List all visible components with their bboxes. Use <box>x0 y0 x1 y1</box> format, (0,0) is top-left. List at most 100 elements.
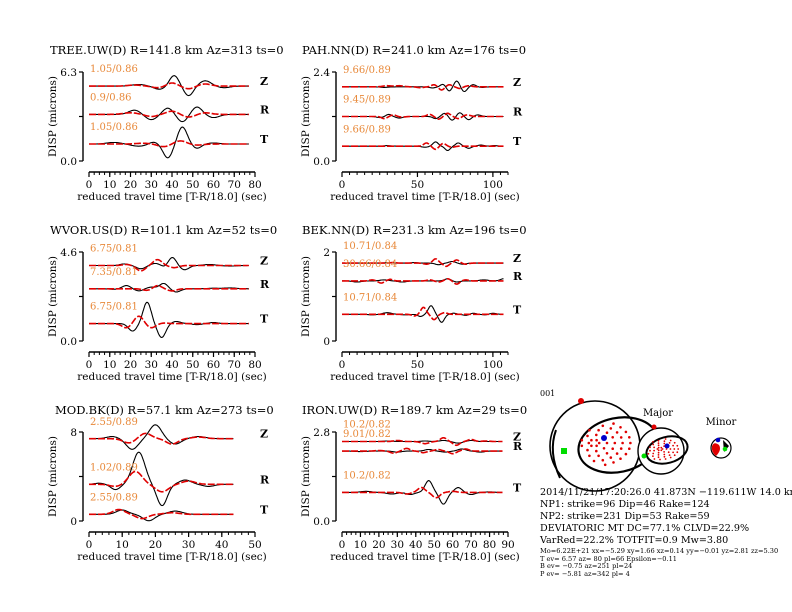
synthetic-trace <box>89 432 234 445</box>
compression-dot <box>595 449 598 453</box>
x-tick-label: 10 <box>103 359 116 371</box>
compression-dot <box>586 434 589 438</box>
compression-dot <box>657 444 660 447</box>
fit-label: 9.66/0.89 <box>343 124 391 135</box>
component-label: R <box>513 106 523 119</box>
compression-dot <box>668 442 671 444</box>
component-label: Z <box>260 255 268 268</box>
fit-label: 10.2/0.82 <box>343 471 391 482</box>
panel-title: WVOR.US(D) R=101.1 km Az=52 ts=0 <box>50 223 277 237</box>
y-tick-label: 0.0 <box>313 156 330 168</box>
x-tick-label: 100 <box>483 179 503 191</box>
x-tick-label: 50 <box>186 179 199 191</box>
synthetic-trace <box>89 258 249 272</box>
y-tick-label: 0.0 <box>60 156 77 168</box>
y-axis-label: DISP (microns) <box>300 76 312 157</box>
x-axis-label: reduced travel time [T-R/18.0] (sec) <box>77 551 267 563</box>
component-label: T <box>513 481 522 494</box>
compression-dot <box>580 444 584 448</box>
compression-dot <box>652 441 654 443</box>
panel-title: PAH.NN(D) R=241.0 km Az=176 ts=0 <box>302 43 526 57</box>
y-tick-label: 4.6 <box>60 247 77 259</box>
compression-dot <box>672 451 674 454</box>
y-axis-label: DISP (microns) <box>47 436 59 517</box>
waveform-panel: TREE.UW(D) R=141.8 km Az=313 ts=0 6.3 0.0D… <box>47 43 284 203</box>
b-axis-marker <box>722 446 728 452</box>
component-label: R <box>513 270 523 283</box>
x-axis-label: reduced travel time [T-R/18.0] (sec) <box>330 371 520 383</box>
fit-label: 2.55/0.89 <box>90 492 138 503</box>
observed-trace <box>342 480 503 505</box>
event-id-label: 001 <box>540 389 555 398</box>
compression-dot <box>663 455 666 458</box>
x-tick-label: 0 <box>339 359 346 371</box>
compression-dot <box>649 446 651 449</box>
panel-title: TREE.UW(D) R=141.8 km Az=313 ts=0 <box>50 43 284 57</box>
compression-dot <box>663 440 666 443</box>
y-tick-label: 8 <box>70 427 77 439</box>
x-tick-label: 0 <box>86 179 93 191</box>
compression-dot <box>586 448 589 452</box>
compression-dot <box>588 428 591 432</box>
moment-tensor: Mo=6.22E+21 xx=−5.29 xy=1.66 xz=0.14 yy=… <box>540 547 779 555</box>
compression-dot <box>611 436 614 439</box>
x-tick-label: 60 <box>446 539 459 551</box>
compression-dot <box>615 431 619 434</box>
x-tick-label: 0 <box>86 539 93 551</box>
y-tick-label: 0 <box>323 336 330 348</box>
component-label: T <box>513 135 522 148</box>
compression-dot <box>609 427 613 430</box>
synthetic-trace <box>89 508 234 520</box>
x-tick-label: 40 <box>165 359 178 371</box>
compression-dot <box>657 446 660 449</box>
x-tick-label: 30 <box>391 539 404 551</box>
compression-dot <box>611 447 614 451</box>
observed-trace <box>89 75 249 97</box>
synthetic-trace <box>89 140 249 148</box>
x-tick-label: 10 <box>116 539 129 551</box>
y-axis-label: DISP (microns) <box>47 256 59 337</box>
focal-sphere <box>549 400 641 492</box>
component-label: T <box>260 503 269 516</box>
compression-dot <box>652 443 655 446</box>
compression-dot <box>619 436 623 439</box>
x-tick-label: 40 <box>409 539 422 551</box>
x-tick-label: 0 <box>86 359 93 371</box>
x-tick-label: 30 <box>145 359 158 371</box>
x-tick-label: 30 <box>182 539 195 551</box>
x-tick-label: 50 <box>428 539 441 551</box>
compression-dot <box>669 448 672 450</box>
compression-dot <box>672 444 674 447</box>
compression-dot <box>676 444 679 447</box>
synthetic-trace <box>89 284 249 292</box>
component-label: T <box>260 133 269 146</box>
compression-dot <box>587 441 591 445</box>
compression-dot <box>657 439 660 442</box>
compression-dot <box>597 428 600 432</box>
synthetic-trace <box>342 112 504 121</box>
component-label: Z <box>260 428 268 441</box>
component-label: R <box>260 278 270 291</box>
component-label: R <box>513 440 523 453</box>
component-label: Z <box>513 76 521 89</box>
compression-dot <box>628 436 631 439</box>
compression-dot <box>603 463 607 467</box>
b-axis: B ev= −0.75 az=251 pl=24 <box>540 562 633 571</box>
panel-title: MOD.BK(D) R=57.1 km Az=273 ts=0 <box>55 403 274 417</box>
x-tick-label: 70 <box>228 359 241 371</box>
compression-dot <box>664 458 667 460</box>
component-label: T <box>513 303 522 316</box>
compression-dot <box>676 451 679 454</box>
synthetic-trace <box>342 486 503 499</box>
compression-dot <box>612 461 615 464</box>
component-label: Z <box>513 252 521 265</box>
x-tick-label: 80 <box>248 179 261 191</box>
y-axis-label: DISP (microns) <box>47 76 59 157</box>
x-tick-label: 40 <box>165 179 178 191</box>
compression-dot <box>673 454 676 457</box>
b-axis-marker <box>561 448 567 454</box>
fit-label: 0.9/0.86 <box>90 92 132 103</box>
fit-label: 1.05/0.86 <box>90 122 138 133</box>
x-tick-label: 70 <box>228 179 241 191</box>
observed-trace <box>89 106 249 123</box>
